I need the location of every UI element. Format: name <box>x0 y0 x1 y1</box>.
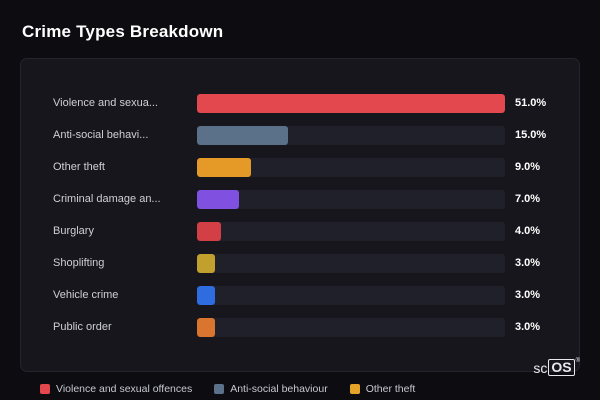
bar-label: Anti-social behavi... <box>53 129 149 141</box>
bar-label: Shoplifting <box>53 257 105 269</box>
bar-row: Public order 3.0% <box>53 311 555 343</box>
bar-row: Vehicle crime 3.0% <box>53 279 555 311</box>
bar[interactable] <box>197 285 216 305</box>
bar-value: 51.0% <box>515 97 547 109</box>
legend-swatch-icon <box>349 384 360 394</box>
legend-swatch-icon <box>214 384 225 394</box>
bar-row: Other theft 9.0% <box>53 151 555 183</box>
bar[interactable] <box>197 253 216 273</box>
bar-value: 3.0% <box>515 321 541 333</box>
bar-label: Violence and sexua... <box>53 97 158 109</box>
bar-label: Burglary <box>53 225 94 237</box>
chart-card: Violence and sexua... 51.0% Anti-social be… <box>20 58 580 372</box>
bar-value: 9.0% <box>515 161 541 173</box>
registered-mark: ® <box>575 358 580 364</box>
bar[interactable] <box>197 221 222 241</box>
bar-chart: Violence and sexua... 51.0% Anti-social be… <box>53 87 555 343</box>
bar[interactable] <box>197 125 288 145</box>
bar-value: 4.0% <box>515 225 541 237</box>
logo-prefix: sc <box>533 359 548 376</box>
bar-track <box>197 189 505 209</box>
logo-box: OS <box>548 359 575 376</box>
legend-label: Other theft <box>365 383 416 395</box>
bar[interactable] <box>197 189 240 209</box>
bar-track <box>197 253 505 273</box>
bar-row: Shoplifting 3.0% <box>53 247 555 279</box>
bar-row: Criminal damage an... 7.0% <box>53 183 555 215</box>
bar-value: 3.0% <box>515 289 541 301</box>
legend-label: Anti-social behaviour <box>230 383 328 395</box>
bar-track <box>197 221 505 241</box>
legend-item[interactable]: Other theft <box>349 383 416 395</box>
bar-row: Anti-social behavi... 15.0% <box>53 119 555 151</box>
bar[interactable] <box>197 317 216 337</box>
bar-row: Burglary 4.0% <box>53 215 555 247</box>
bar-track <box>197 157 505 177</box>
bar-label: Vehicle crime <box>53 289 119 301</box>
bar-value: 3.0% <box>515 257 541 269</box>
bar-label: Public order <box>53 321 112 333</box>
chart-legend: Violence and sexual offences Anti-social … <box>40 383 415 395</box>
bar-value: 7.0% <box>515 193 541 205</box>
page-title: Crime Types Breakdown <box>22 22 224 41</box>
bar-track <box>197 93 505 113</box>
bar-track <box>197 317 505 337</box>
bar-value: 15.0% <box>515 129 547 141</box>
legend-item[interactable]: Anti-social behaviour <box>214 383 328 395</box>
bar-label: Other theft <box>53 161 105 173</box>
bar-track <box>197 285 505 305</box>
legend-label: Violence and sexual offences <box>56 383 193 395</box>
bar-track <box>197 125 505 145</box>
bar-label: Criminal damage an... <box>53 193 161 205</box>
bar[interactable] <box>197 93 505 113</box>
bar[interactable] <box>197 157 252 177</box>
bar-row: Violence and sexua... 51.0% <box>53 87 555 119</box>
legend-item[interactable]: Violence and sexual offences <box>40 383 192 395</box>
legend-swatch-icon <box>40 384 50 394</box>
scos-logo: sc OS ® <box>533 358 580 376</box>
